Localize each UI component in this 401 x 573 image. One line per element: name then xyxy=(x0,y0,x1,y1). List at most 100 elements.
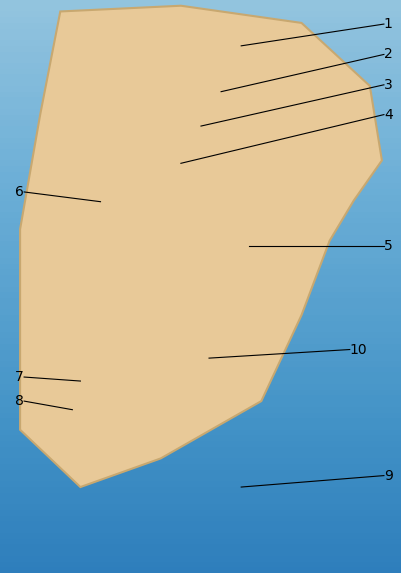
Bar xyxy=(0,533,401,539)
Bar xyxy=(0,527,401,533)
Bar xyxy=(0,195,401,201)
Bar xyxy=(0,235,401,241)
Bar xyxy=(0,103,401,109)
Bar xyxy=(0,178,401,183)
Bar xyxy=(0,407,401,413)
Bar xyxy=(0,201,401,206)
Bar xyxy=(0,327,401,332)
Bar xyxy=(0,126,401,132)
Bar xyxy=(0,418,401,424)
Bar xyxy=(0,212,401,218)
Bar xyxy=(0,510,401,516)
Text: 2: 2 xyxy=(383,48,392,61)
Text: 3: 3 xyxy=(383,78,392,92)
Bar xyxy=(0,567,401,573)
Bar xyxy=(0,447,401,453)
Bar xyxy=(0,281,401,286)
Bar xyxy=(0,149,401,155)
Text: 8: 8 xyxy=(15,394,24,408)
Bar xyxy=(0,413,401,418)
Bar xyxy=(0,332,401,338)
Bar xyxy=(0,430,401,435)
Bar xyxy=(0,435,401,441)
Text: 4: 4 xyxy=(383,108,392,121)
Bar xyxy=(0,183,401,189)
Bar xyxy=(0,80,401,86)
Bar xyxy=(0,160,401,166)
Bar xyxy=(0,344,401,350)
Bar xyxy=(0,109,401,115)
Bar xyxy=(0,69,401,74)
Bar xyxy=(0,321,401,327)
Bar xyxy=(0,29,401,34)
Bar xyxy=(0,143,401,149)
Text: 9: 9 xyxy=(383,469,392,482)
Bar xyxy=(0,229,401,235)
Text: 1: 1 xyxy=(383,17,392,31)
Bar xyxy=(0,172,401,178)
Bar xyxy=(0,246,401,252)
Bar xyxy=(0,40,401,46)
Bar xyxy=(0,189,401,195)
Bar xyxy=(0,384,401,390)
Bar xyxy=(0,241,401,246)
Bar xyxy=(0,367,401,372)
Bar xyxy=(0,504,401,510)
Text: 7: 7 xyxy=(15,370,24,384)
Bar xyxy=(0,424,401,430)
Bar xyxy=(0,355,401,361)
Bar xyxy=(0,86,401,92)
Bar xyxy=(0,493,401,499)
Bar xyxy=(0,258,401,264)
Bar xyxy=(0,155,401,160)
Bar xyxy=(0,92,401,97)
Bar xyxy=(0,46,401,52)
Bar xyxy=(0,23,401,29)
Bar xyxy=(0,206,401,212)
Bar xyxy=(0,304,401,309)
Bar xyxy=(0,372,401,378)
Text: 5: 5 xyxy=(383,240,392,253)
Bar xyxy=(0,218,401,223)
Bar xyxy=(0,521,401,527)
Bar xyxy=(0,338,401,344)
Bar xyxy=(0,470,401,476)
Bar xyxy=(0,34,401,40)
Bar xyxy=(0,441,401,447)
Bar xyxy=(0,499,401,504)
Text: 6: 6 xyxy=(15,185,24,199)
Bar xyxy=(0,52,401,57)
Bar xyxy=(0,453,401,458)
Bar xyxy=(0,298,401,304)
Bar xyxy=(0,120,401,126)
Bar xyxy=(0,464,401,470)
Bar xyxy=(0,562,401,567)
Bar xyxy=(0,458,401,464)
Bar xyxy=(0,74,401,80)
Bar xyxy=(0,544,401,550)
Bar xyxy=(0,315,401,321)
Bar xyxy=(0,481,401,487)
Bar xyxy=(0,516,401,521)
Bar xyxy=(0,361,401,367)
Bar xyxy=(0,97,401,103)
Bar xyxy=(0,138,401,143)
Bar xyxy=(0,556,401,562)
Bar xyxy=(0,487,401,493)
Bar xyxy=(0,0,401,6)
Bar xyxy=(0,539,401,544)
PathPatch shape xyxy=(20,6,381,487)
Bar xyxy=(0,6,401,11)
Bar xyxy=(0,292,401,298)
Bar xyxy=(0,378,401,384)
Bar xyxy=(0,309,401,315)
Bar xyxy=(0,390,401,395)
Bar xyxy=(0,132,401,138)
Bar xyxy=(0,57,401,63)
Bar xyxy=(0,223,401,229)
Bar xyxy=(0,11,401,17)
Bar xyxy=(0,166,401,172)
Bar xyxy=(0,264,401,269)
Bar xyxy=(0,476,401,481)
Bar xyxy=(0,550,401,556)
